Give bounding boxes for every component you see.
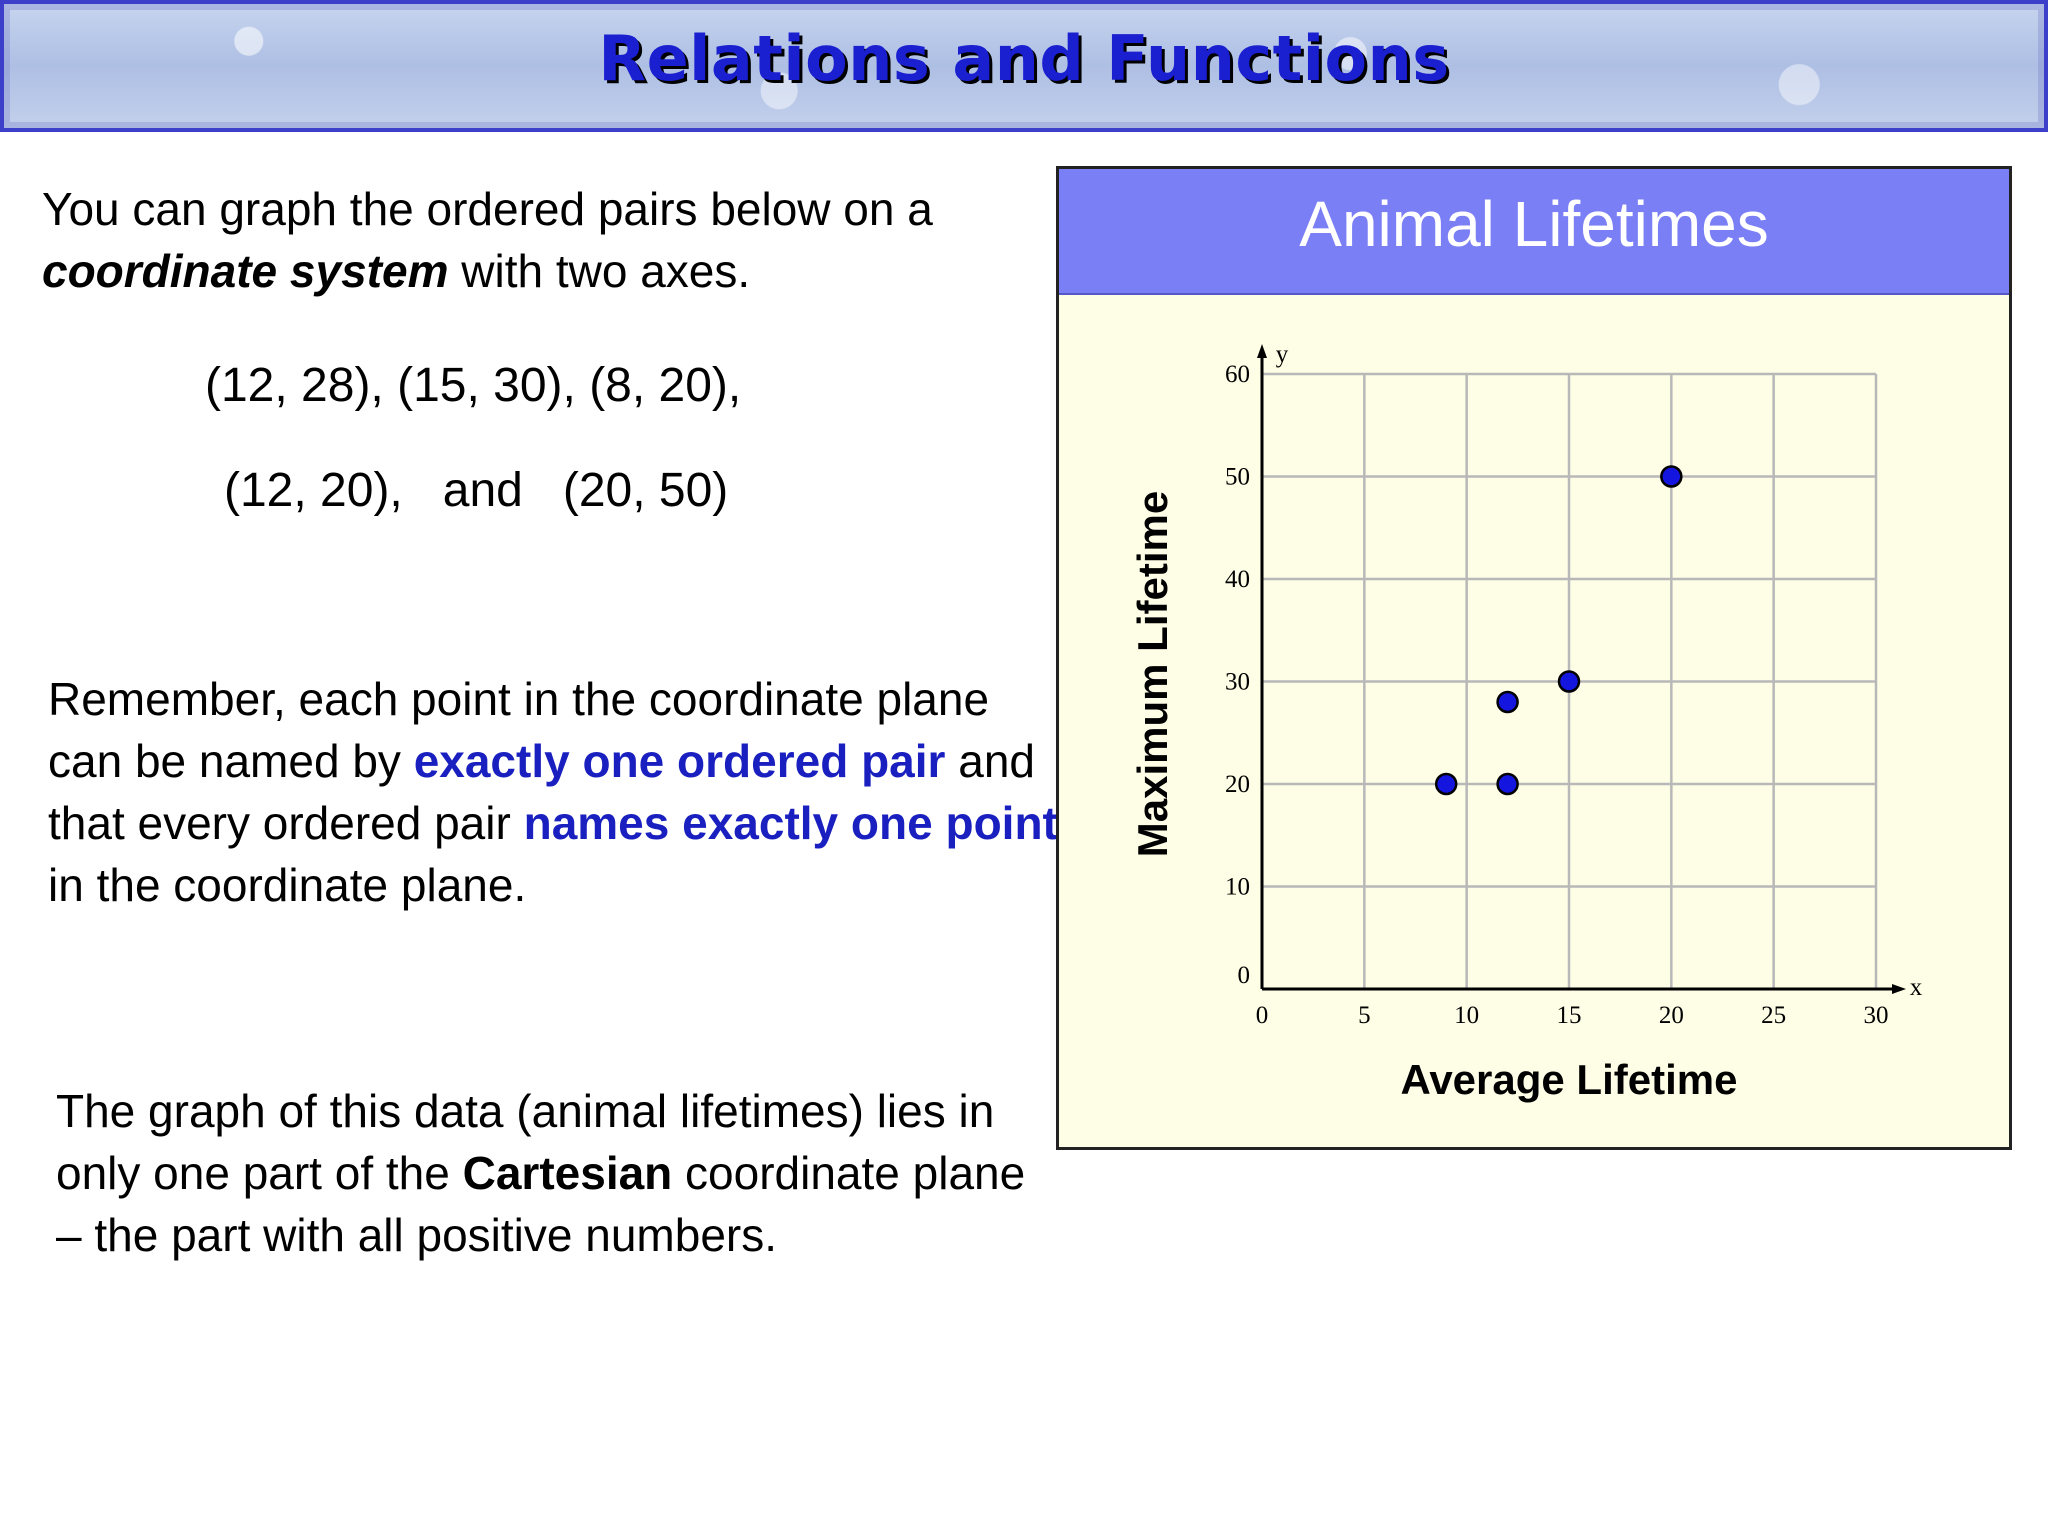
slide-title: Relations and Functions [598,22,1450,95]
remember-text-1: Remember, each point in the coordinate p… [48,673,990,787]
x-tick-label: 30 [1864,1002,1889,1029]
y-tick-label: 0 [1238,962,1251,989]
chart-panel: Animal Lifetimes 0 5 10 15 20 25 30 0 10 20 30 40 50… [1056,166,2012,1150]
y-tick-label: 60 [1225,361,1250,388]
intro-term-coordinate-system: coordinate system [42,245,449,297]
y-tick-label: 20 [1225,771,1250,798]
chart-header: Animal Lifetimes [1059,169,2009,295]
remember-paragraph: Remember, each point in the coordinate p… [48,668,1058,916]
x-axis-letter: x [1910,974,1923,1001]
x-tick-label: 0 [1256,1002,1269,1029]
data-point [1557,670,1581,693]
data-point [1434,772,1458,796]
remember-highlight-1: exactly one ordered pair [413,735,946,787]
x-tick-label: 15 [1557,1002,1582,1029]
remember-text-3: in the coordinate plane. [48,859,527,911]
x-axis-title: Average Lifetime [1401,1056,1738,1103]
remember-text-2: and that every ordered pair [48,735,1035,849]
y-axis-letter: y [1276,341,1289,368]
remember-highlight-2: names exactly one point [523,797,1058,849]
data-point [1660,465,1683,488]
graph-note-term-cartesian: Cartesian [462,1147,673,1199]
graph-note-paragraph: The graph of this data (animal lifetimes… [56,1080,1036,1266]
intro-text-1: You can graph the ordered pairs below on… [42,183,933,235]
intro-text-2: with two axes. [448,245,751,297]
scatter-plot: 0 5 10 15 20 25 30 0 10 20 30 40 50 60 x y Average Lifet… [1129,341,1923,1103]
x-axis-arrow-icon [1892,984,1906,994]
x-tick-label: 25 [1761,1002,1786,1029]
y-axis-arrow-icon [1257,344,1267,358]
y-tick-label: 30 [1225,669,1250,696]
y-tick-label: 50 [1225,464,1250,491]
graph-note-text-2: coordinate plane – the part with all pos… [56,1147,1026,1261]
intro-paragraph: You can graph the ordered pairs below on… [42,178,1022,302]
y-tick-label: 40 [1225,566,1250,593]
x-tick-label: 5 [1358,1002,1371,1029]
chart-title: Animal Lifetimes [1299,188,1769,260]
title-banner: Relations and Functions [0,0,2048,132]
y-axis-title: Maximum Lifetime [1129,491,1176,857]
data-point [1496,690,1519,714]
data-point [1496,772,1519,796]
ordered-pairs-line-1: (12, 28), (15, 30), (8, 20), [205,359,742,412]
ordered-pairs-line-2: (12, 20), and (20, 50) [224,464,729,517]
x-tick-label: 20 [1659,1002,1684,1029]
y-tick-label: 10 [1225,874,1250,901]
graph-note-text-1: The graph of this data (animal lifetimes… [56,1085,995,1199]
x-tick-label: 10 [1454,1002,1479,1029]
